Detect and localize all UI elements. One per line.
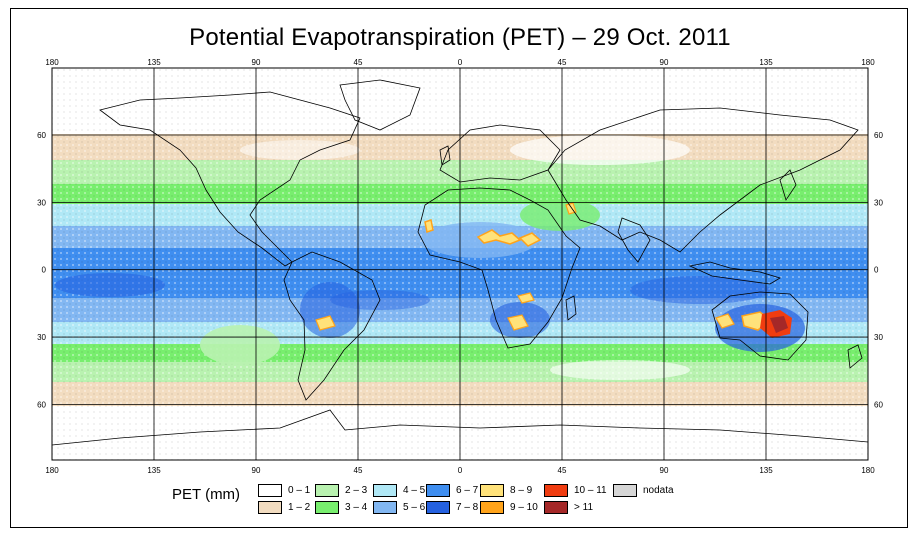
legend-swatch bbox=[480, 484, 504, 497]
x-tick-top: 45 bbox=[354, 58, 363, 67]
legend-swatch bbox=[480, 501, 504, 514]
figure-frame bbox=[10, 8, 908, 528]
legend-swatch bbox=[544, 484, 568, 497]
x-tick-top: 45 bbox=[558, 58, 567, 67]
legend-label: 6 – 7 bbox=[456, 485, 479, 496]
x-tick-bottom: 45 bbox=[558, 466, 567, 475]
legend-item: 10 – 11 bbox=[544, 484, 607, 497]
legend-label: 1 – 2 bbox=[288, 502, 311, 513]
x-tick-top: 0 bbox=[458, 58, 463, 67]
legend-item: 4 – 5 bbox=[373, 484, 425, 497]
y-tick-left: 30 bbox=[37, 333, 46, 342]
legend-item: 9 – 10 bbox=[480, 501, 538, 514]
x-tick-bottom: 90 bbox=[252, 466, 261, 475]
legend-label: 9 – 10 bbox=[510, 502, 538, 513]
y-tick-left: 60 bbox=[37, 131, 46, 140]
legend-label: 3 – 4 bbox=[345, 502, 368, 513]
legend-label: 5 – 6 bbox=[403, 502, 426, 513]
y-tick-right: 0 bbox=[874, 266, 879, 275]
x-tick-top: 135 bbox=[759, 58, 773, 67]
x-tick-top: 90 bbox=[252, 58, 261, 67]
legend-swatch bbox=[258, 501, 282, 514]
legend-item: nodata bbox=[613, 484, 674, 497]
legend-swatch bbox=[315, 501, 339, 514]
legend-item: 5 – 6 bbox=[373, 501, 425, 514]
legend-swatch bbox=[544, 501, 568, 514]
legend-title: PET (mm) bbox=[172, 486, 241, 503]
y-tick-left: 30 bbox=[37, 198, 46, 207]
legend-item: 8 – 9 bbox=[480, 484, 532, 497]
x-tick-top: 180 bbox=[861, 58, 875, 67]
x-tick-bottom: 0 bbox=[458, 466, 463, 475]
legend-label: nodata bbox=[643, 485, 674, 496]
y-tick-right: 60 bbox=[874, 400, 883, 409]
y-tick-left: 0 bbox=[42, 266, 47, 275]
legend-swatch bbox=[613, 484, 637, 497]
y-tick-right: 60 bbox=[874, 131, 883, 140]
x-tick-top: 135 bbox=[147, 58, 161, 67]
map-title: Potential Evapotranspiration (PET) – 29 … bbox=[189, 24, 731, 51]
y-tick-left: 60 bbox=[37, 400, 46, 409]
x-tick-bottom: 180 bbox=[45, 466, 59, 475]
legend-label: 10 – 11 bbox=[574, 485, 607, 496]
legend-item: 0 – 1 bbox=[258, 484, 310, 497]
legend-item: 2 – 3 bbox=[315, 484, 367, 497]
legend-label: 0 – 1 bbox=[288, 485, 311, 496]
legend-item: 7 – 8 bbox=[426, 501, 478, 514]
legend-swatch bbox=[373, 484, 397, 497]
x-tick-bottom: 90 bbox=[660, 466, 669, 475]
legend-label: 2 – 3 bbox=[345, 485, 368, 496]
legend-swatch bbox=[426, 484, 450, 497]
x-tick-top: 90 bbox=[660, 58, 669, 67]
legend-item: 1 – 2 bbox=[258, 501, 310, 514]
hot-spots bbox=[315, 202, 792, 338]
x-tick-bottom: 135 bbox=[147, 466, 161, 475]
legend-item: 6 – 7 bbox=[426, 484, 478, 497]
legend-item: 3 – 4 bbox=[315, 501, 367, 514]
graticule bbox=[52, 68, 868, 460]
legend-swatch bbox=[373, 501, 397, 514]
tick-labels: 180 180 135 135 90 90 45 45 0 0 45 45 90 90 135 135 180 1… bbox=[37, 58, 883, 475]
legend-swatch bbox=[426, 501, 450, 514]
legend-label: 7 – 8 bbox=[456, 502, 479, 513]
legend-label: 4 – 5 bbox=[403, 485, 426, 496]
y-tick-right: 30 bbox=[874, 198, 883, 207]
x-tick-bottom: 45 bbox=[354, 466, 363, 475]
x-tick-top: 180 bbox=[45, 58, 59, 67]
x-tick-bottom: 180 bbox=[861, 466, 875, 475]
coastlines bbox=[52, 79, 868, 446]
legend-item: > 11 bbox=[544, 501, 593, 514]
y-tick-right: 30 bbox=[874, 333, 883, 342]
legend-label: 8 – 9 bbox=[510, 485, 533, 496]
legend-swatch bbox=[315, 484, 339, 497]
x-tick-bottom: 135 bbox=[759, 466, 773, 475]
legend-swatch bbox=[258, 484, 282, 497]
legend-label: > 11 bbox=[574, 502, 593, 513]
